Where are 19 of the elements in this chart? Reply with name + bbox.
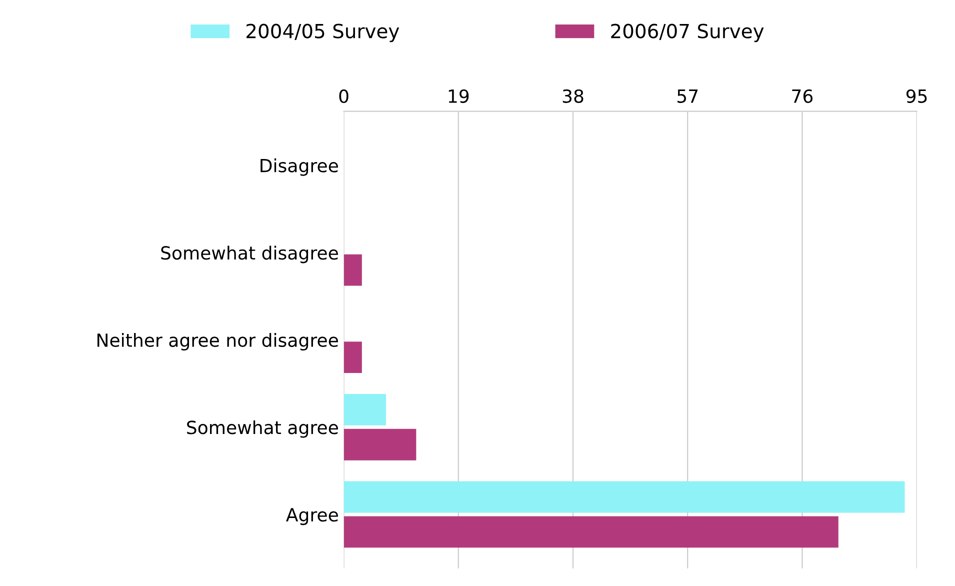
- legend-label: 2004/05 Survey: [246, 24, 400, 42]
- legend-label: 2006/07 Survey: [611, 24, 764, 42]
- y-tick-label: Disagree: [260, 158, 338, 176]
- x-tick-label: 0: [339, 89, 348, 103]
- bar: [344, 481, 905, 513]
- bar: [344, 428, 416, 460]
- bar: [344, 394, 386, 426]
- bar: [344, 516, 838, 548]
- x-tick-label: 19: [448, 89, 469, 103]
- x-tick-label: 57: [678, 90, 698, 103]
- bar: [344, 254, 362, 286]
- y-tick-label: Somewhat disagree: [161, 246, 338, 264]
- y-tick-label: Agree: [286, 508, 338, 526]
- x-tick-label: 95: [906, 89, 927, 103]
- x-tick-label: 76: [792, 89, 813, 103]
- y-tick-label: Somewhat agree: [187, 420, 338, 438]
- x-tick-label: 38: [562, 89, 584, 103]
- bar: [344, 342, 362, 374]
- y-tick-label: Neither agree nor disagree: [97, 333, 338, 350]
